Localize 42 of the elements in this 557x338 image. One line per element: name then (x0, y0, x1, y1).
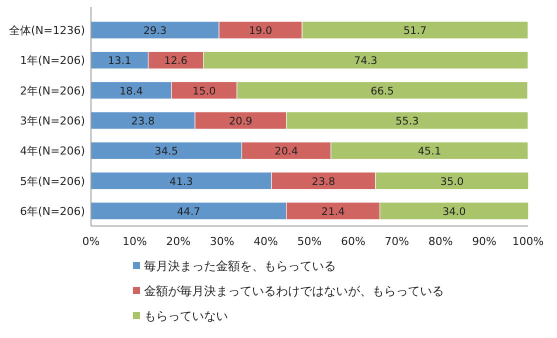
y-tick-label: 5年(N=206) (20, 174, 85, 188)
data-label: 35.0 (440, 176, 464, 188)
y-tick-label: 1年(N=206) (20, 54, 85, 68)
x-tick-label: 90% (472, 235, 497, 248)
y-tick-label: 全体(N=1236) (8, 24, 85, 38)
x-tick-label: 80% (428, 235, 453, 248)
data-label: 41.3 (170, 176, 193, 188)
x-tick-label: 40% (254, 235, 278, 248)
data-label: 51.7 (403, 25, 427, 38)
data-label: 21.4 (321, 206, 346, 218)
y-tick-label: 6年(N=206) (20, 204, 85, 218)
x-tick-label: 30% (210, 235, 234, 248)
x-tick-label: 70% (384, 235, 410, 248)
data-label: 23.8 (312, 176, 336, 188)
legend-label: もらっていない (144, 309, 228, 323)
y-tick-label: 2年(N=206) (20, 84, 85, 98)
x-tick-label: 50% (297, 235, 322, 248)
data-label: 12.6 (164, 55, 188, 68)
x-tick-label: 100% (512, 235, 544, 248)
data-label: 20.4 (274, 146, 298, 158)
data-label: 23.8 (131, 116, 155, 128)
data-label: 55.3 (395, 116, 419, 128)
data-label: 18.4 (120, 85, 144, 98)
data-label: 34.0 (442, 206, 466, 218)
data-label: 13.1 (108, 55, 132, 68)
data-label: 74.3 (354, 55, 378, 68)
x-tick-label: 10% (122, 235, 147, 248)
y-tick-label: 3年(N=206) (20, 114, 85, 128)
legend-label: 毎月決まった金額を、もらっている (144, 259, 336, 273)
data-label: 44.7 (176, 206, 200, 218)
data-label: 66.5 (370, 85, 394, 98)
x-tick-label: 60% (340, 235, 366, 248)
data-label: 29.3 (143, 25, 167, 38)
data-label: 20.9 (228, 116, 252, 128)
legend-label: 金額が毎月決まっているわけではないが、もらっている (144, 284, 444, 298)
y-tick-label: 4年(N=206) (20, 144, 85, 158)
data-label: 34.5 (154, 146, 178, 158)
data-label: 15.0 (192, 85, 216, 98)
data-label: 45.1 (418, 146, 442, 158)
data-label: 19.0 (248, 25, 272, 38)
x-tick-label: 0% (82, 235, 100, 248)
x-tick-label: 20% (166, 235, 191, 248)
